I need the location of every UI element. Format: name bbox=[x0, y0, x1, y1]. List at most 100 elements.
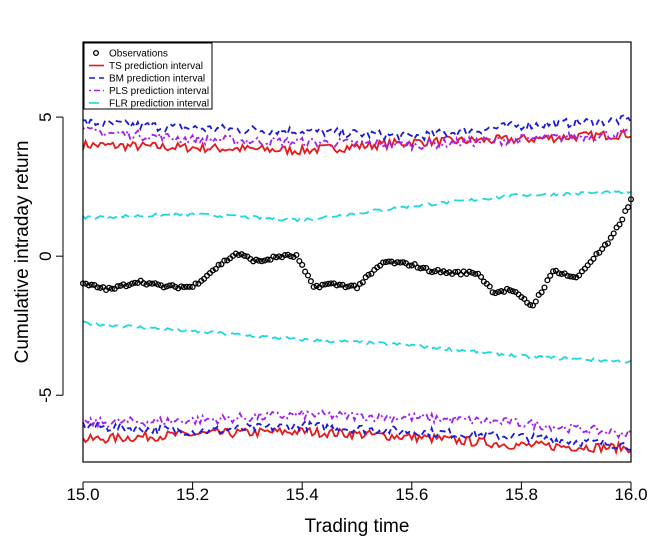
x-axis-title: Trading time bbox=[305, 516, 410, 537]
observation-point bbox=[212, 265, 219, 272]
observation-point bbox=[489, 289, 496, 296]
observation-point bbox=[619, 216, 626, 223]
observation-point bbox=[503, 285, 511, 292]
observation-point bbox=[273, 254, 280, 261]
observation-point bbox=[550, 268, 557, 275]
observation-point bbox=[287, 253, 294, 260]
observation-point bbox=[607, 234, 614, 241]
observation-point bbox=[359, 279, 366, 286]
observation-point bbox=[140, 280, 147, 287]
observation-point bbox=[521, 295, 528, 302]
observation-point bbox=[97, 284, 104, 291]
observation-point bbox=[186, 283, 193, 290]
observation-point bbox=[307, 278, 314, 285]
observation-point bbox=[114, 283, 121, 290]
observation-point bbox=[105, 284, 113, 291]
observation-point bbox=[160, 284, 167, 291]
observation-point bbox=[622, 207, 629, 215]
observation-point bbox=[616, 221, 623, 228]
observation-point bbox=[538, 289, 545, 296]
observation-point bbox=[426, 268, 433, 275]
observation-point bbox=[108, 285, 115, 292]
observation-point bbox=[443, 270, 450, 277]
observation-point bbox=[599, 245, 606, 253]
observation-point bbox=[604, 240, 611, 247]
observation-point bbox=[255, 257, 262, 264]
observation-point bbox=[495, 288, 502, 296]
observation-point bbox=[400, 259, 407, 266]
observation-point bbox=[431, 268, 438, 275]
observation-point bbox=[261, 257, 268, 264]
legend-label: Observations bbox=[109, 49, 168, 60]
observation-point bbox=[183, 283, 190, 290]
observation-point bbox=[472, 270, 479, 278]
observation-point bbox=[310, 283, 317, 290]
observation-point bbox=[558, 270, 565, 278]
observation-point bbox=[394, 259, 401, 266]
band-lower-2 bbox=[82, 419, 632, 451]
observation-point bbox=[117, 282, 124, 289]
observation-point bbox=[221, 257, 228, 264]
observation-point bbox=[302, 268, 309, 275]
x-tick-label: 15.4 bbox=[286, 485, 319, 504]
observation-point bbox=[509, 288, 516, 295]
observation-point bbox=[593, 250, 600, 257]
x-tick-label: 15.0 bbox=[66, 485, 99, 504]
band-upper-4 bbox=[82, 189, 632, 223]
observation-point bbox=[570, 273, 577, 280]
observation-point bbox=[192, 280, 199, 287]
x-tick-label: 15.2 bbox=[176, 485, 209, 504]
x-tick-label: 15.8 bbox=[505, 485, 538, 504]
legend-label: BM prediction interval bbox=[109, 74, 205, 85]
observation-point bbox=[555, 270, 562, 277]
observation-point bbox=[178, 283, 185, 290]
observation-point bbox=[414, 264, 421, 271]
observation-point bbox=[625, 204, 632, 211]
observation-point bbox=[601, 241, 609, 248]
x-tick-label: 15.6 bbox=[395, 485, 428, 504]
observation-point bbox=[567, 273, 574, 280]
observation-point bbox=[564, 272, 571, 279]
observation-point bbox=[163, 283, 170, 290]
observation-point bbox=[544, 277, 551, 284]
observation-point bbox=[319, 281, 326, 288]
band-lower-4 bbox=[82, 320, 632, 364]
observation-point bbox=[437, 269, 444, 276]
observation-point bbox=[576, 272, 583, 279]
observation-point bbox=[296, 257, 303, 265]
observation-point bbox=[276, 253, 283, 260]
observation-point bbox=[379, 259, 387, 266]
observation-point bbox=[264, 256, 271, 263]
observation-point bbox=[327, 280, 335, 287]
x-tick-label: 16.0 bbox=[614, 485, 647, 504]
band-upper-3 bbox=[82, 125, 632, 153]
observation-point bbox=[397, 259, 404, 266]
observation-point bbox=[180, 284, 187, 291]
x-axis: 15.0 15.2 15.4 15.6 15.8 16.0 bbox=[66, 481, 648, 504]
legend-label: FLR prediction interval bbox=[109, 99, 209, 110]
observation-point bbox=[469, 269, 476, 276]
legend-symbol bbox=[92, 49, 100, 57]
observation-point bbox=[154, 281, 162, 288]
observation-point bbox=[189, 283, 196, 290]
legend-label: PLS prediction interval bbox=[109, 86, 209, 97]
observation-point bbox=[353, 285, 361, 292]
interval-lines bbox=[82, 114, 632, 456]
observation-point bbox=[123, 283, 130, 290]
observation-point bbox=[385, 258, 392, 265]
observation-point bbox=[281, 252, 288, 259]
observation-point bbox=[492, 290, 499, 297]
observation-point bbox=[88, 281, 95, 288]
observation-point bbox=[428, 269, 436, 276]
observation-point bbox=[506, 287, 513, 294]
observation-point bbox=[610, 230, 617, 237]
observation-point bbox=[527, 301, 534, 308]
observation-point bbox=[477, 273, 485, 280]
y-tick-label: 5 bbox=[36, 112, 55, 121]
plot-frame bbox=[82, 41, 632, 463]
observation-point bbox=[529, 302, 536, 309]
observation-point bbox=[345, 283, 352, 290]
observation-point bbox=[270, 253, 277, 260]
observation-point bbox=[498, 288, 505, 295]
